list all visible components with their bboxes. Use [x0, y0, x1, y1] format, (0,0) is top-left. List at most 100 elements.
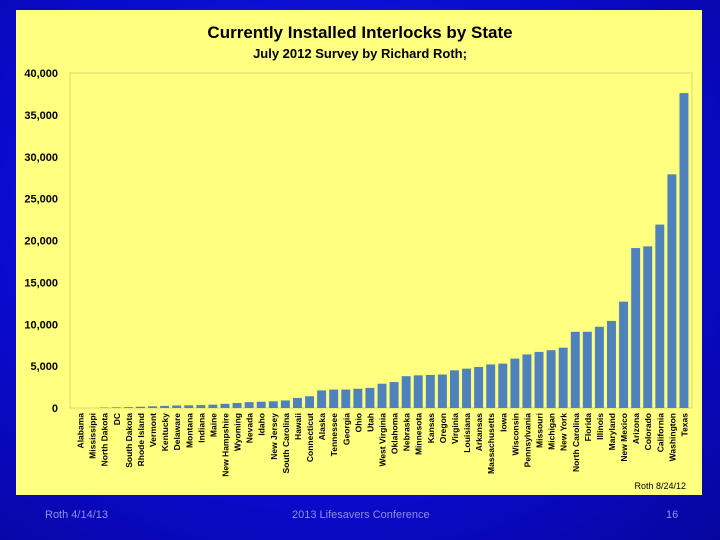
x-tick-label: Massachusetts	[486, 413, 496, 474]
bar-connecticut	[305, 396, 314, 408]
x-tick-label: Georgia	[341, 413, 351, 445]
bar-idaho	[256, 401, 266, 408]
bar-florida	[582, 331, 592, 408]
x-tick-label: Hawaii	[293, 413, 303, 440]
bar-minnesota	[413, 375, 423, 408]
bar-south-carolina	[280, 400, 290, 408]
bar-new-jersey	[268, 401, 278, 408]
bar-massachusetts	[486, 364, 496, 408]
bars-group	[99, 93, 689, 408]
bar-illinois	[594, 326, 604, 408]
x-tick-label: Nebraska	[402, 413, 412, 452]
y-tick-label: 20,000	[24, 236, 58, 248]
footer-left-text: Roth 4/14/13	[45, 509, 108, 521]
x-tick-label: Alabama	[76, 413, 86, 449]
x-tick-label: Ohio	[353, 413, 363, 432]
bar-california	[655, 224, 665, 408]
chart-subtitle: July 2012 Survey by Richard Roth;	[253, 46, 467, 61]
x-tick-label: Montana	[184, 413, 194, 448]
bar-colorado	[643, 246, 653, 408]
y-tick-label: 25,000	[24, 194, 58, 206]
x-tick-label: Mississippi	[88, 413, 98, 459]
bar-vermont	[148, 406, 157, 408]
x-tick-label: Idaho	[257, 413, 267, 436]
footer-center-text: 2013 Lifesavers Conference	[292, 509, 430, 521]
y-tick-label: 30,000	[24, 152, 58, 164]
bar-kansas	[425, 374, 435, 408]
x-tick-label: Washington	[667, 413, 677, 461]
x-tick-label: Vermont	[148, 413, 158, 447]
bar-new-hampshire	[220, 403, 230, 408]
y-axis: 0 5,000 10,000 15,000 20,000 25,000 30,000 35,0…	[24, 68, 58, 415]
bar-pennsylvania	[522, 354, 532, 408]
bar-missouri	[534, 351, 544, 408]
bar-new-york	[558, 347, 568, 408]
bar-dc	[111, 407, 121, 408]
x-tick-label: New Mexico	[619, 413, 629, 462]
x-tick-label: South Carolina	[281, 413, 291, 474]
x-tick-label: North Dakota	[100, 413, 110, 467]
x-tick-label: Tennessee	[329, 413, 339, 457]
x-tick-label: Wyoming	[233, 413, 243, 451]
x-tick-label: Michigan	[547, 413, 557, 450]
x-axis: Alabama Mississippi North Dakota DC South Da…	[76, 413, 690, 477]
bar-maine	[208, 404, 218, 408]
x-tick-label: Arizona	[631, 413, 641, 444]
bar-texas	[679, 93, 689, 408]
x-tick-label: New York	[559, 413, 569, 451]
y-tick-label: 15,000	[24, 277, 58, 289]
bar-hawaii	[292, 397, 302, 408]
bar-arkansas	[474, 366, 484, 408]
x-tick-label: Oklahoma	[390, 413, 400, 454]
x-tick-label: North Carolina	[571, 413, 581, 472]
bar-maryland	[607, 320, 616, 408]
x-tick-label: Oregon	[438, 413, 448, 443]
x-tick-label: Arkansas	[474, 413, 484, 452]
y-tick-label: 40,000	[24, 68, 58, 80]
bar-wyoming	[232, 402, 242, 408]
x-tick-label: Wisconsin	[510, 413, 520, 455]
x-tick-label: Maryland	[607, 413, 617, 450]
bar-delaware	[172, 405, 182, 408]
bar-arizona	[631, 248, 641, 408]
y-tick-label: 35,000	[24, 110, 58, 122]
x-tick-label: Alaska	[317, 413, 327, 441]
bar-tennessee	[329, 389, 339, 408]
chart-annotation: Roth 8/24/12	[634, 481, 686, 491]
bar-virginia	[450, 370, 459, 408]
bar-south-dakota	[123, 407, 133, 408]
x-tick-label: Rhode Island	[136, 413, 146, 466]
bar-wisconsin	[510, 358, 520, 408]
bar-nevada	[244, 402, 254, 408]
bar-kentucky	[160, 405, 170, 408]
x-tick-label: Louisiana	[462, 413, 472, 453]
x-tick-label: South Dakota	[124, 413, 134, 468]
x-tick-label: Missouri	[535, 413, 545, 448]
x-tick-label: Kansas	[426, 413, 436, 444]
x-tick-label: New Jersey	[269, 413, 279, 460]
y-tick-label: 5,000	[30, 361, 58, 373]
y-tick-label: 10,000	[24, 319, 58, 331]
chart-title: Currently Installed Interlocks by State	[207, 23, 512, 42]
bar-chart: Currently Installed Interlocks by State …	[24, 23, 693, 491]
bar-west-virginia	[377, 383, 387, 408]
x-tick-label: Connecticut	[305, 413, 315, 462]
x-tick-label: Utah	[365, 413, 375, 432]
bar-iowa	[498, 363, 508, 408]
x-tick-label: Texas	[679, 413, 689, 437]
chart-panel: Currently Installed Interlocks by State …	[16, 10, 702, 495]
x-tick-label: Illinois	[595, 413, 605, 440]
x-tick-label: West Virginia	[378, 413, 388, 467]
x-tick-label: Indiana	[196, 413, 206, 443]
x-tick-label: Florida	[583, 413, 593, 442]
bar-alaska	[317, 390, 327, 408]
x-tick-label: Minnesota	[414, 413, 424, 455]
bar-oklahoma	[389, 382, 399, 408]
x-tick-label: Iowa	[498, 413, 508, 432]
x-tick-label: Pennsylvania	[522, 413, 532, 468]
x-tick-label: Virginia	[450, 413, 460, 444]
x-tick-label: Maine	[208, 413, 218, 437]
bar-ohio	[353, 388, 363, 408]
bar-new-mexico	[619, 301, 629, 408]
bar-north-carolina	[570, 331, 580, 408]
